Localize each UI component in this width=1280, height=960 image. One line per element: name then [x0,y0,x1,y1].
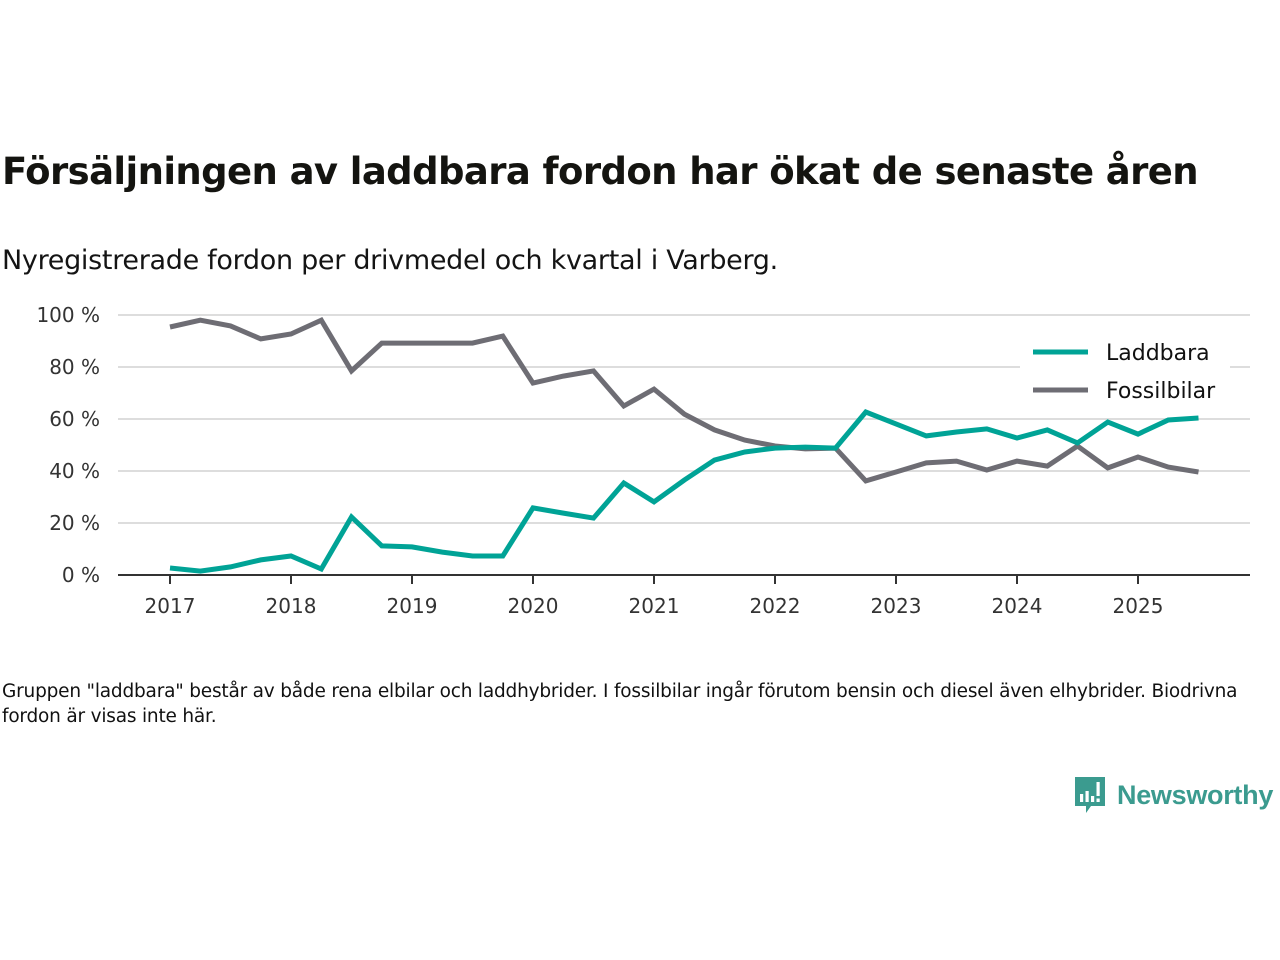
x-tick-label: 2023 [871,594,922,618]
x-tick-label: 2025 [1113,594,1164,618]
series-lines [169,316,1199,574]
legend-label-fossilbilar: Fossilbilar [1106,379,1216,404]
brand-logo: Newsworthy [1073,775,1273,815]
y-tick-label: 20 % [49,511,100,535]
y-tick-label: 0 % [62,563,100,587]
x-tick-label: 2017 [145,594,196,618]
x-axis: 2017 2018 2019 2020 2021 2022 2023 2024 2025 [118,574,1250,618]
x-tick-label: 2024 [992,594,1043,618]
newsworthy-logo-icon [1075,777,1105,813]
chart-subtitle: Nyregistrerade fordon per drivmedel och … [2,245,778,276]
x-tick-label: 2019 [387,594,438,618]
y-tick-label: 100 % [36,303,100,327]
y-tick-label: 60 % [49,407,100,431]
x-tick-label: 2022 [750,594,801,618]
y-tick-label: 80 % [49,355,100,379]
x-tick-label: 2018 [266,594,317,618]
brand-name: Newsworthy [1117,779,1274,810]
y-tick-label: 40 % [49,459,100,483]
series-line-laddbara [169,409,1199,574]
y-axis: 0 % 20 % 40 % 60 % 80 % 100 % [36,303,100,587]
x-tick-label: 2020 [508,594,559,618]
line-chart: 0 % 20 % 40 % 60 % 80 % 100 % 2017 2018 2019 202… [36,303,1250,618]
x-tick-label: 2021 [629,594,680,618]
legend-label-laddbara: Laddbara [1106,341,1210,366]
legend: Laddbara Fossilbilar [1020,338,1230,412]
footnote: Gruppen "laddbara" består av både rena e… [2,681,1238,727]
series-line-fossilbilar [169,316,1199,484]
chart-title: Försäljningen av laddbara fordon har öka… [2,150,1199,193]
